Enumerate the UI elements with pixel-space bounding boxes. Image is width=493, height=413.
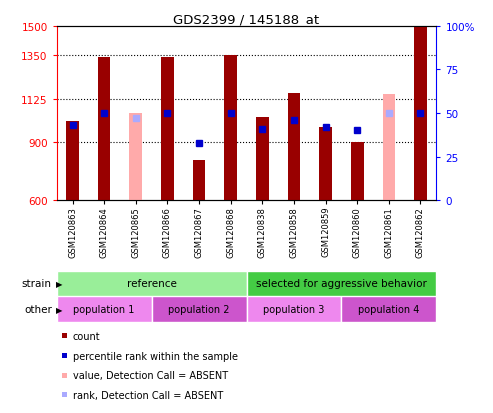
Bar xyxy=(319,127,332,201)
Text: population 1: population 1 xyxy=(73,304,135,314)
Text: ▶: ▶ xyxy=(56,305,62,314)
Bar xyxy=(57,271,246,297)
Bar xyxy=(256,118,269,201)
Text: selected for aggressive behavior: selected for aggressive behavior xyxy=(256,279,427,289)
Bar xyxy=(193,160,206,201)
Bar xyxy=(161,58,174,201)
Bar xyxy=(98,58,110,201)
Bar xyxy=(246,271,436,297)
Bar xyxy=(341,297,436,322)
Text: population 3: population 3 xyxy=(263,304,324,314)
Text: count: count xyxy=(72,331,100,341)
Text: value, Detection Call = ABSENT: value, Detection Call = ABSENT xyxy=(72,370,228,380)
Text: population 4: population 4 xyxy=(358,304,420,314)
Bar xyxy=(414,27,427,201)
Text: ▶: ▶ xyxy=(56,279,62,288)
Bar xyxy=(152,297,246,322)
Text: rank, Detection Call = ABSENT: rank, Detection Call = ABSENT xyxy=(72,390,223,400)
Bar xyxy=(224,56,237,201)
Text: reference: reference xyxy=(127,279,176,289)
Bar xyxy=(383,95,395,201)
Text: percentile rank within the sample: percentile rank within the sample xyxy=(72,351,238,361)
Bar xyxy=(130,114,142,201)
Text: strain: strain xyxy=(22,279,52,289)
Text: other: other xyxy=(24,304,52,314)
Bar xyxy=(57,297,152,322)
Text: population 2: population 2 xyxy=(168,304,230,314)
Bar xyxy=(287,93,300,201)
Title: GDS2399 / 145188_at: GDS2399 / 145188_at xyxy=(174,13,319,26)
Bar xyxy=(66,121,79,201)
Bar xyxy=(246,297,341,322)
Bar xyxy=(351,143,363,201)
